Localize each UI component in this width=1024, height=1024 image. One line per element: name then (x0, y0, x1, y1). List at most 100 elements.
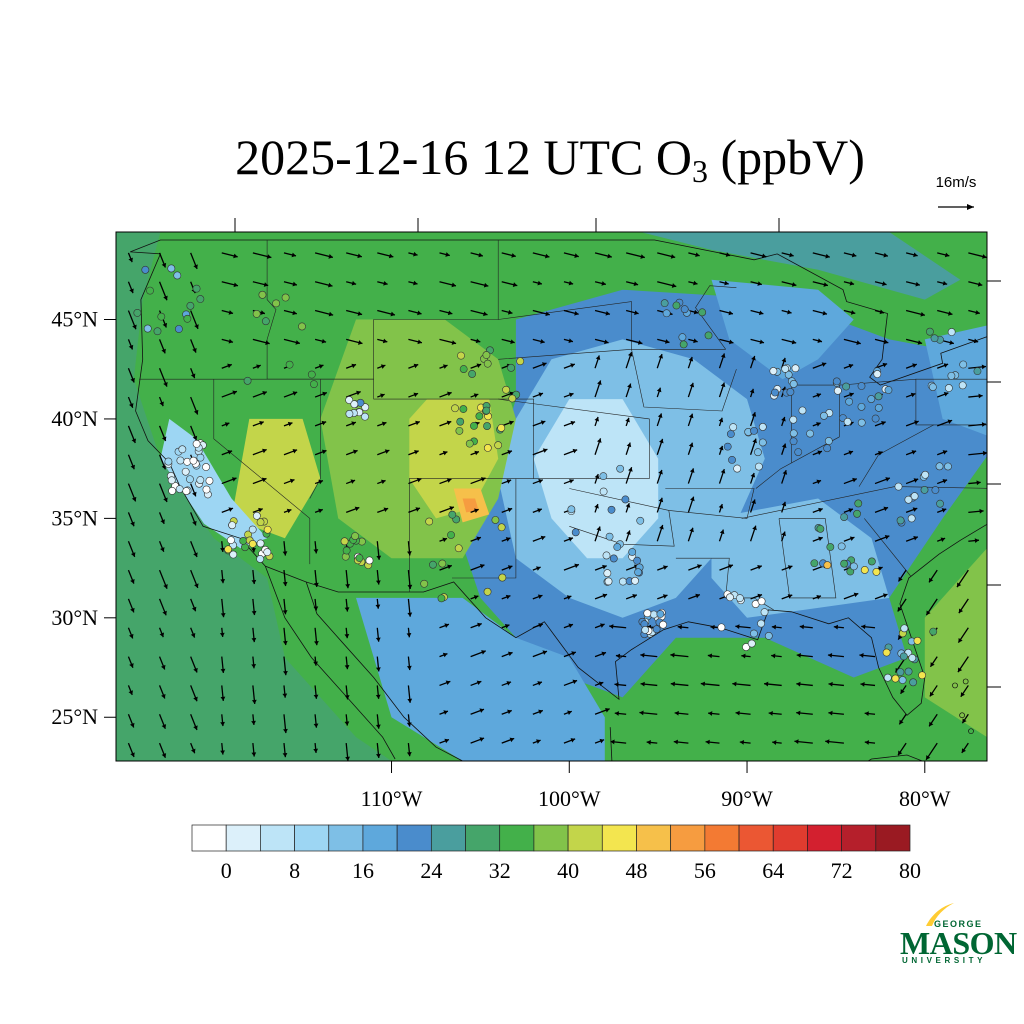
wind-vector-head (231, 477, 237, 482)
wind-vector-head (446, 478, 452, 483)
station-marker (764, 631, 773, 640)
colorbar-tick-label: 16 (352, 858, 374, 883)
wind-vector-head (416, 477, 422, 483)
wind-vector-head (796, 710, 801, 716)
wind-vector-head (251, 637, 257, 643)
station-marker (904, 667, 913, 676)
wind-vector-head (328, 254, 333, 259)
wind-vector-head (220, 721, 225, 727)
wind-vector-head (380, 364, 386, 369)
wind-vector-head (160, 519, 165, 524)
wind-vector-head (447, 391, 452, 397)
bahamas-island (952, 682, 958, 689)
wind-vector-head (796, 681, 801, 687)
station-marker (998, 396, 1005, 403)
mexico-coastline (264, 565, 396, 760)
colorbar-swatch (533, 824, 569, 852)
station-marker (735, 594, 744, 603)
wind-vector-head (406, 665, 412, 671)
wind-vector-head (725, 252, 731, 257)
wind-vector-head (605, 310, 610, 316)
wind-vector-head (751, 412, 757, 417)
wind-vector-head (260, 310, 265, 315)
wind-vector-head (926, 755, 931, 760)
wind-vector-head (689, 527, 694, 533)
wind-vector-head (674, 710, 679, 716)
wind-vector-head (757, 281, 762, 286)
station-marker (1016, 410, 1023, 417)
wind-vector-head (942, 479, 948, 484)
wind-vector-head (227, 450, 233, 455)
wind-vector-head (597, 380, 602, 385)
wind-vector-head (791, 339, 797, 345)
wind-vector-head (739, 740, 745, 745)
wind-vector-head (707, 653, 713, 659)
logo-swoosh-icon (926, 903, 954, 926)
wind-vector-head (696, 564, 702, 569)
station-marker (310, 380, 318, 389)
logo-university: UNIVERSITY (902, 956, 987, 965)
station-marker (789, 429, 798, 438)
wind-vector-head (447, 310, 453, 316)
wind-vector-head (595, 355, 601, 361)
wind-vector-head (406, 722, 412, 727)
wind-vector-head (161, 262, 167, 268)
wind-vector-head (910, 392, 916, 398)
station-marker (789, 437, 798, 446)
wind-vector-head (413, 392, 419, 398)
wind-vector-head (787, 309, 792, 315)
wind-vector-head (509, 420, 514, 426)
station-marker (973, 367, 982, 376)
wind-vector-head (912, 507, 918, 512)
station-marker (958, 381, 967, 390)
station-marker (508, 394, 517, 403)
wind-vector-head (665, 339, 670, 344)
wind-vector-head (542, 448, 548, 453)
wind-vector-head (322, 391, 327, 397)
wind-vector-head (609, 624, 614, 629)
station-marker (361, 403, 370, 412)
wind-vector-head (509, 391, 514, 397)
wind-vector-head (415, 507, 421, 512)
wind-vector-head (375, 694, 381, 699)
wind-vector-head (345, 756, 350, 761)
wind-vector-head (192, 347, 197, 353)
wind-vector-head (728, 564, 733, 569)
wind-vector-head (161, 693, 166, 699)
station-marker (947, 328, 956, 336)
wind-vector-head (852, 477, 857, 483)
lon-tick-label: 80°W (899, 786, 951, 811)
wind-vector-head (825, 739, 830, 745)
station-marker (365, 556, 374, 565)
colorbar-tick-label: 40 (557, 858, 579, 883)
station-marker (918, 671, 927, 680)
wind-vector-head (710, 624, 715, 630)
wind-vector-head (670, 254, 676, 259)
wind-vector-head (345, 584, 350, 589)
pacific-green (116, 232, 392, 761)
wind-vector-head (286, 508, 292, 514)
wind-vector-head (943, 392, 949, 397)
wind-vector-head (266, 254, 272, 259)
station-marker (867, 557, 876, 566)
wind-vector-head (662, 594, 668, 599)
wind-vector-head (610, 739, 615, 745)
wind-vector-head (357, 311, 363, 316)
station-marker (789, 380, 798, 388)
station-marker (167, 264, 176, 273)
wind-vector-head (700, 681, 706, 687)
wind-vector-head (131, 496, 137, 502)
wind-vector-head (657, 413, 663, 418)
colorbar-swatch (328, 824, 364, 852)
station-marker (652, 625, 661, 634)
wind-vector-head (538, 478, 543, 484)
wind-vector-head (282, 581, 288, 587)
wind-vector-head (758, 310, 764, 316)
wind-vector-head (504, 624, 510, 629)
wind-vector-head (915, 281, 920, 287)
wind-vector-head (566, 595, 572, 600)
state-border (631, 348, 737, 412)
wind-vector-head (958, 608, 964, 614)
colorbar-tick-label: 8 (289, 858, 300, 883)
wind-reference-arrowhead (967, 204, 974, 210)
